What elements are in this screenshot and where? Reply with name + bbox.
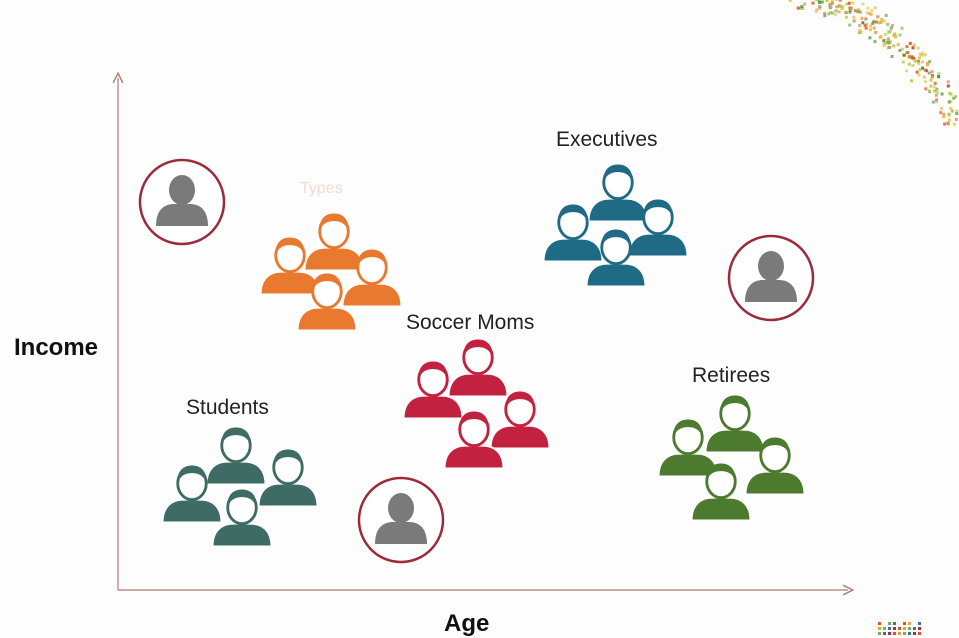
individual-body — [745, 280, 797, 302]
individual-body — [156, 204, 208, 226]
circled-individual-3 — [357, 476, 445, 564]
individual-head — [388, 493, 414, 523]
group-label-executives: Executives — [556, 128, 658, 151]
person-icon — [657, 419, 719, 478]
person-icon — [303, 213, 365, 272]
individual-head — [758, 251, 784, 281]
person-icon — [402, 361, 464, 420]
person-cluster-soccer-moms — [402, 339, 551, 470]
group-label-retirees: Retirees — [692, 364, 771, 387]
person-icon — [257, 449, 319, 508]
person-icon — [489, 391, 551, 450]
person-icon — [690, 463, 752, 522]
x-axis-label: Age — [444, 610, 490, 637]
individual-body — [375, 522, 427, 544]
corner-pixel-swirl-graphic — [788, 0, 959, 126]
person-icon — [627, 199, 689, 258]
person-cluster-students — [161, 427, 319, 548]
person-icon — [443, 411, 505, 470]
person-cluster-retirees — [657, 395, 806, 522]
person-cluster-types — [259, 213, 403, 332]
group-label-students: Students — [186, 396, 269, 419]
person-icon — [704, 395, 766, 454]
person-icon — [744, 437, 806, 496]
corner-pixel-logo — [878, 622, 921, 635]
group-label-soccer-moms: Soccer Moms — [406, 311, 535, 334]
person-icon — [296, 273, 358, 332]
person-icon — [205, 427, 267, 486]
person-icon — [211, 489, 273, 548]
circled-individual-1 — [138, 158, 226, 246]
y-axis-label: Income — [14, 334, 99, 361]
person-icon — [447, 339, 509, 398]
person-icon — [161, 465, 223, 524]
faint-label-types: Types — [300, 180, 343, 197]
person-icon — [587, 164, 649, 223]
person-icon — [341, 249, 403, 308]
person-icon — [542, 204, 604, 263]
person-cluster-executives — [542, 164, 689, 288]
circled-individual-2 — [727, 234, 815, 322]
person-icon — [585, 229, 647, 288]
individual-head — [169, 175, 195, 205]
